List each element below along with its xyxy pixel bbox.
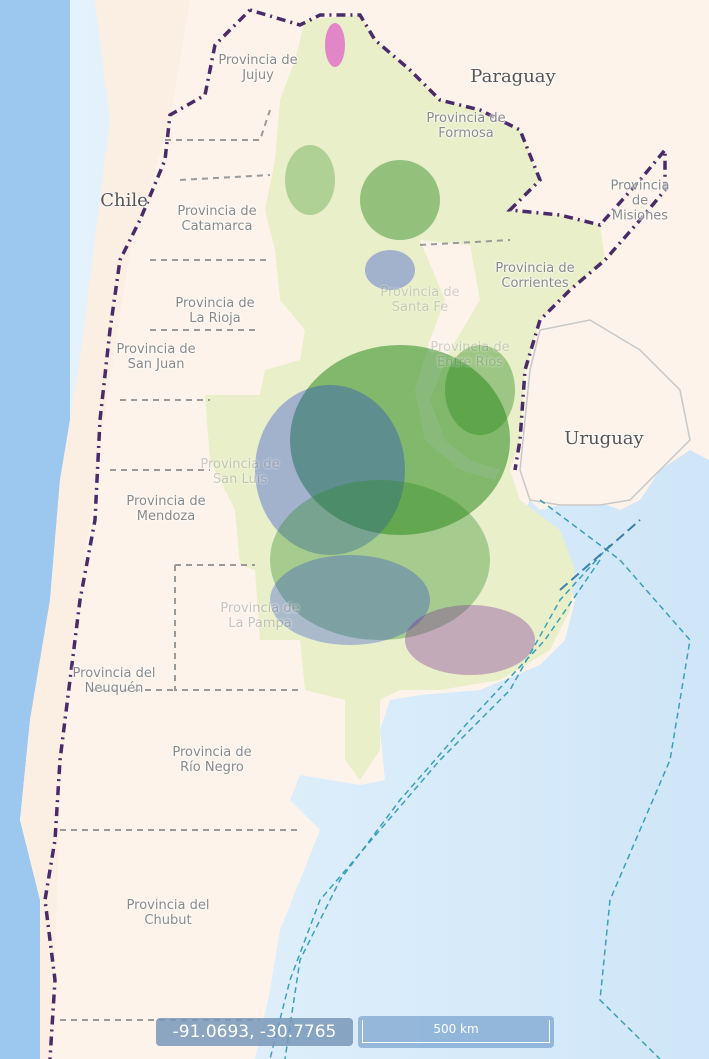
province-label-rio-negro: Provincia de Río Negro (172, 745, 252, 775)
province-label-jujuy: Provincia de Jujuy (218, 53, 298, 83)
province-label-la-rioja: Provincia de La Rioja (175, 296, 255, 326)
country-label-paraguay: Paraguay (470, 66, 556, 87)
scale-bar-line (362, 1020, 550, 1043)
province-label-san-juan: Provincia de San Juan (116, 342, 196, 372)
province-borders (60, 109, 511, 1021)
land-cover-patches (255, 23, 535, 675)
province-label-catamarca: Provincia de Catamarca (177, 204, 257, 234)
uruguay-land (519, 319, 691, 506)
province-label-entre-rios: Provincia de Entre Ríos (430, 340, 510, 370)
scale-bar: 500 km (358, 1016, 554, 1048)
province-label-mendoza: Provincia de Mendoza (126, 494, 206, 524)
province-label-la-pampa: Provincia de La Pampa (220, 601, 300, 631)
boundary-line (559, 519, 641, 591)
national-border (249, 8, 667, 471)
country-label-chile: Chile (100, 190, 148, 211)
province-label-santa-fe: Provincia de Santa Fe (380, 285, 460, 315)
province-label-san-luis: Provincia de San Luis (200, 457, 280, 487)
province-label-neuquen: Provincia del Neuquén (72, 666, 156, 696)
maritime-boundaries (269, 499, 691, 1059)
province-label-chubut: Provincia del Chubut (126, 898, 210, 928)
province-label-misiones: Provincia de Misiones (610, 178, 670, 224)
chile-land (20, 0, 190, 1059)
province-label-corrientes: Provincia de Corrientes (495, 261, 575, 291)
province-label-formosa: Provincia de Formosa (426, 111, 506, 141)
country-label-uruguay: Uruguay (564, 428, 644, 449)
chile-border (43, 8, 252, 1059)
scale-bar-label: 500 km (433, 1022, 479, 1036)
coordinate-readout: -91.0693, -30.7765 (156, 1018, 353, 1046)
